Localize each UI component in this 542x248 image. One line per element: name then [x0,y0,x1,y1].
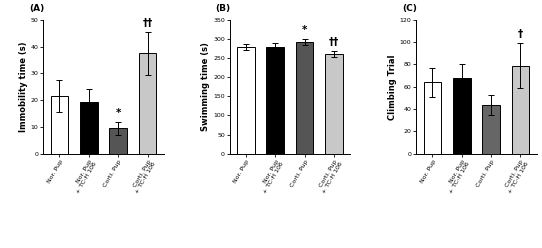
Bar [453,78,470,154]
Bar [424,82,441,154]
Bar [512,66,529,154]
Y-axis label: Climbing Trial: Climbing Trial [388,54,397,120]
Text: (B): (B) [215,4,230,13]
Bar [237,47,255,154]
Bar [109,128,127,154]
Bar [51,96,68,154]
Bar [325,54,343,154]
Text: ††: †† [143,18,153,28]
Bar [267,47,284,154]
Bar [296,42,313,154]
Text: ††: †† [329,37,339,47]
Bar [482,105,500,154]
Y-axis label: Swimming time (s): Swimming time (s) [202,42,210,131]
Text: (A): (A) [29,4,44,13]
Text: *: * [302,25,307,35]
Text: (C): (C) [402,4,417,13]
Bar [80,101,98,154]
Text: †: † [518,29,523,39]
Bar [139,53,156,154]
Y-axis label: Immobility time (s): Immobility time (s) [19,42,28,132]
Text: *: * [115,108,121,118]
